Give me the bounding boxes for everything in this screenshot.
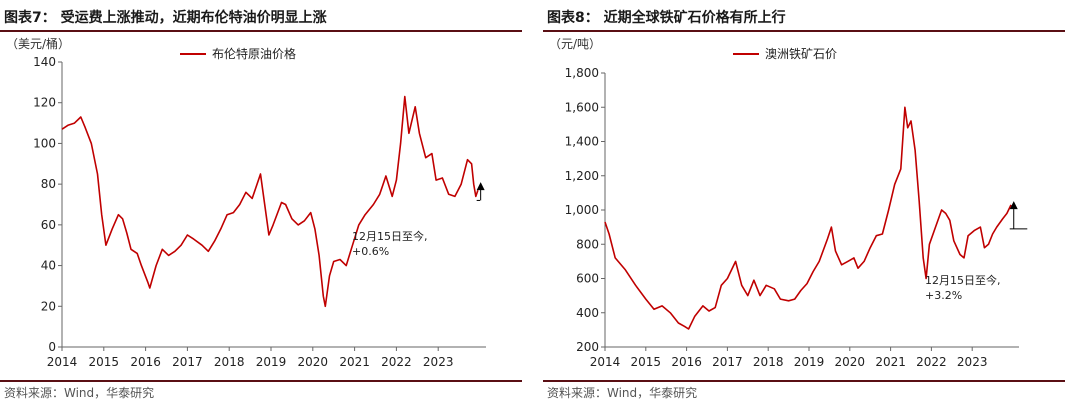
y-tick-label: 400 <box>576 306 599 320</box>
figure-title: 图表7： 受运费上涨推动，近期布伦特油价明显上涨 <box>4 10 327 26</box>
x-tick-label: 2018 <box>753 355 784 369</box>
y-tick-label: 1,000 <box>565 203 599 217</box>
x-tick-label: 2019 <box>794 355 825 369</box>
chart-panel-brent: 图表7： 受运费上涨推动，近期布伦特油价明显上涨 （美元/桶） 0 20 40 60 80… <box>0 0 525 408</box>
x-tick-label: 2022 <box>916 355 947 369</box>
x-tick-label: 2016 <box>130 355 161 369</box>
y-tick-label: 80 <box>41 177 56 191</box>
x-tick-label: 2017 <box>172 355 203 369</box>
y-tick-label: 800 <box>576 237 599 251</box>
y-tick-label: 600 <box>576 272 599 286</box>
y-tick-label: 100 <box>33 136 56 150</box>
x-tick-label: 2014 <box>47 355 78 369</box>
legend-label: 澳洲铁矿石价 <box>765 47 837 61</box>
x-tick-label: 2014 <box>590 355 621 369</box>
source-note: 资料来源：Wind，华泰研究 <box>4 386 155 400</box>
brent-oil-chart: （美元/桶） 0 20 40 60 80 100 120 140 2014 2015 2016 2017… <box>6 36 486 369</box>
unit-label: （美元/桶） <box>6 36 70 51</box>
x-tick-label: 2023 <box>957 355 988 369</box>
series-line <box>604 106 1012 330</box>
annotation-text: +0.6% <box>352 245 389 258</box>
source-divider <box>543 380 1065 382</box>
y-tick-label: 200 <box>576 340 599 354</box>
source-divider <box>0 380 522 382</box>
title-divider <box>0 30 522 32</box>
x-tick-label: 2018 <box>214 355 245 369</box>
series-line <box>61 95 479 308</box>
x-tick-label: 2020 <box>298 355 329 369</box>
unit-label: （元/吨） <box>549 37 601 51</box>
iron-ore-chart: （元/吨） 200 400 600 800 1,000 1,200 1,400 1,600 1,8… <box>549 37 1028 369</box>
y-tick-label: 60 <box>41 218 56 232</box>
x-tick-label: 2017 <box>712 355 743 369</box>
source-note: 资料来源：Wind，华泰研究 <box>547 386 698 400</box>
x-tick-label: 2021 <box>339 355 370 369</box>
x-tick-label: 2019 <box>256 355 287 369</box>
annotation-arrow-head <box>1009 201 1018 210</box>
x-tick-label: 2015 <box>631 355 662 369</box>
annotation-text: +3.2% <box>925 289 962 302</box>
y-tick-label: 1,200 <box>565 169 599 183</box>
annotation-text: 12月15日至今, <box>925 273 1001 287</box>
x-tick-label: 2021 <box>875 355 906 369</box>
y-tick-label: 1,800 <box>565 66 599 80</box>
annotation-arrow-head <box>476 182 485 191</box>
figure-title: 图表8： 近期全球铁矿石价格有所上行 <box>547 10 786 26</box>
y-tick-label: 0 <box>48 340 56 354</box>
annotation-text: 12月15日至今, <box>352 229 428 243</box>
chart-panel-iron-ore: 图表8： 近期全球铁矿石价格有所上行 （元/吨） 200 400 600 800 1,00… <box>543 0 1068 408</box>
x-tick-label: 2022 <box>381 355 412 369</box>
title-divider <box>543 30 1065 32</box>
x-tick-label: 2020 <box>835 355 866 369</box>
x-tick-label: 2016 <box>671 355 702 369</box>
y-tick-label: 140 <box>33 55 56 69</box>
legend-label: 布伦特原油价格 <box>212 46 296 61</box>
x-tick-label: 2015 <box>89 355 120 369</box>
x-tick-label: 2023 <box>423 355 454 369</box>
y-tick-label: 1,600 <box>565 100 599 114</box>
y-tick-label: 40 <box>41 259 56 273</box>
y-tick-label: 120 <box>33 96 56 110</box>
y-tick-label: 20 <box>41 299 56 313</box>
y-tick-label: 1,400 <box>565 135 599 149</box>
